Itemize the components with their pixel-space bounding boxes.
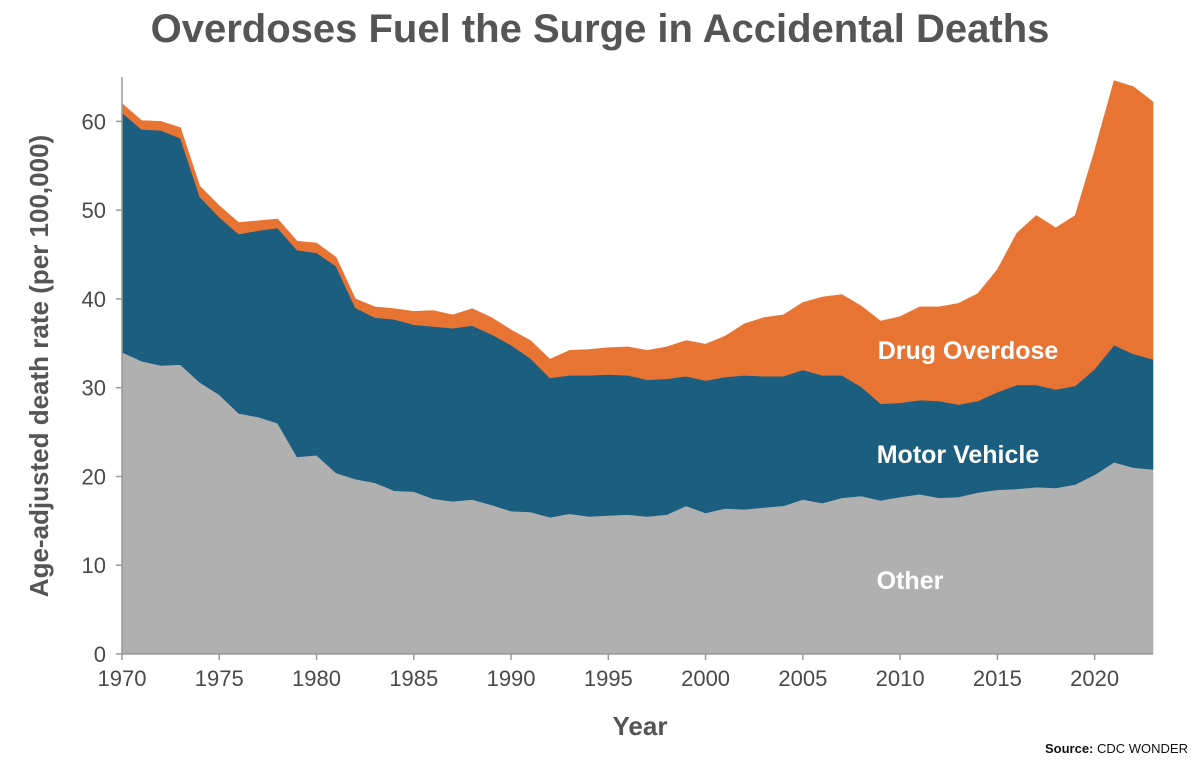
x-tick-label: 1975: [195, 666, 244, 691]
x-tick-label: 1990: [487, 666, 536, 691]
y-tick-label: 60: [82, 109, 106, 134]
y-tick-label: 10: [82, 553, 106, 578]
chart-title: Overdoses Fuel the Surge in Accidental D…: [151, 7, 1050, 51]
x-tick-label: 2000: [681, 666, 730, 691]
x-axis-title: Year: [613, 711, 668, 741]
x-tick-label: 1970: [98, 666, 147, 691]
y-tick-label: 30: [82, 376, 106, 401]
source-text: CDC WONDER: [1093, 741, 1188, 756]
y-tick-label: 20: [82, 464, 106, 489]
x-tick-label: 2005: [778, 666, 827, 691]
axes: [116, 77, 1153, 660]
x-tick-label: 1980: [292, 666, 341, 691]
y-tick-label: 0: [94, 642, 106, 667]
area-layer: [121, 80, 1154, 655]
x-tick-label: 2015: [973, 666, 1022, 691]
x-tick-label: 1995: [584, 666, 633, 691]
y-axis-title: Age-adjusted death rate (per 100,000): [24, 135, 54, 597]
area-drug-overdose: [121, 80, 1154, 405]
label-motor-vehicle: Motor Vehicle: [877, 441, 1040, 469]
x-tick-label: 2010: [876, 666, 925, 691]
source-note: Source: CDC WONDER: [1045, 741, 1188, 756]
x-tick-label: 2020: [1070, 666, 1119, 691]
source-label: Source:: [1044, 741, 1094, 756]
y-tick-label: 50: [82, 198, 106, 223]
label-drug-overdose: Drug Overdose: [878, 337, 1059, 365]
x-tick-label: 1985: [389, 666, 438, 691]
tick-labels: 0 10 20 30 40 50 60 1970 1975 1980 1985 1990 1995 200…: [82, 109, 1120, 691]
y-tick-label: 40: [82, 287, 106, 312]
label-other: Other: [877, 567, 944, 595]
